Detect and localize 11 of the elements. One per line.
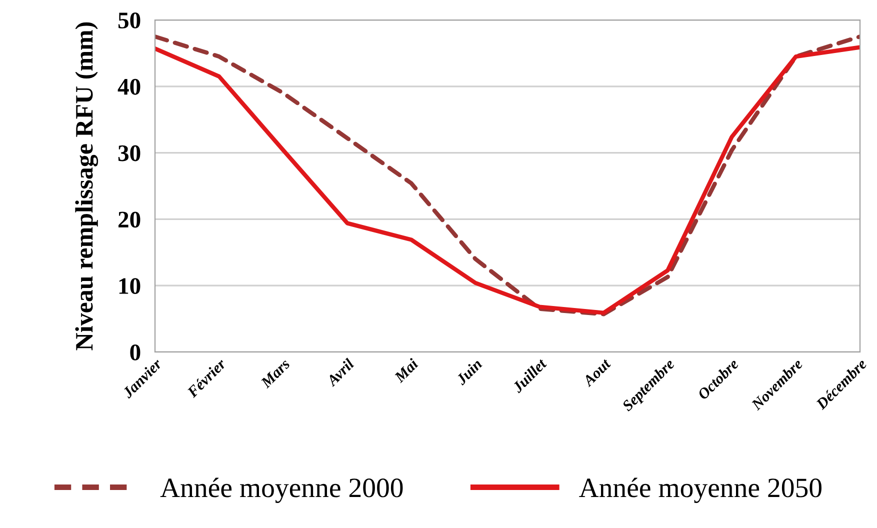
y-tick-label: 50 — [118, 12, 140, 28]
legend-label: Année moyenne 2000 — [160, 478, 403, 503]
legend-label: Année moyenne 2050 — [579, 478, 822, 503]
y-tick-label: 40 — [118, 78, 140, 95]
y-axis-title: Niveau remplissage RFU (mm) — [75, 22, 98, 350]
y-tick-label: 20 — [118, 212, 140, 228]
y-tick-label: 10 — [119, 278, 140, 294]
y-tick-label: 0 — [130, 344, 140, 360]
x-tick-label: Mai — [393, 358, 419, 384]
y-tick-label: 30 — [118, 145, 140, 162]
x-tick-label: Juin — [455, 358, 483, 386]
